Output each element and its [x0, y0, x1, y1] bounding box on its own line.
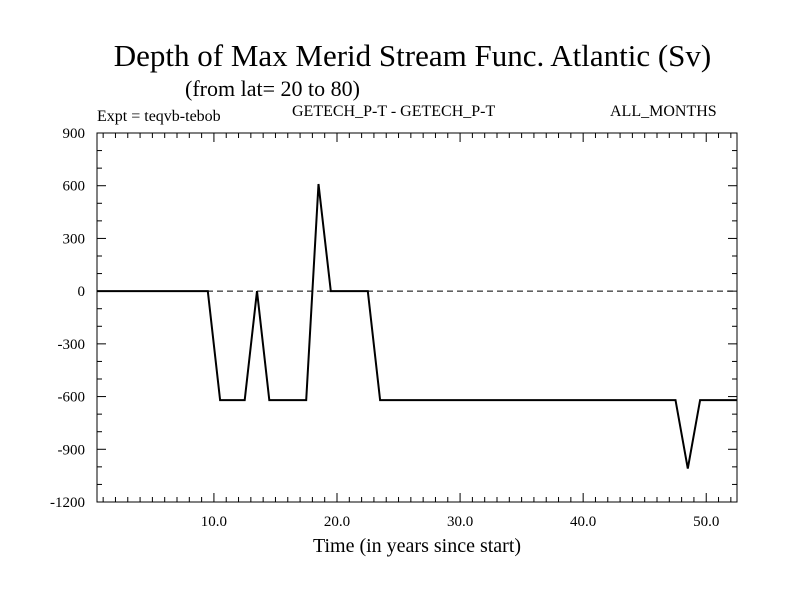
x-axis-label: Time (in years since start) — [313, 535, 521, 557]
series-points — [96, 183, 738, 470]
axis-ticks — [97, 132, 737, 503]
y-tick-label: -1200 — [50, 495, 85, 511]
y-tick-label: -600 — [58, 390, 86, 406]
y-tick-label: 300 — [63, 231, 86, 247]
x-tick-label: 30.0 — [447, 514, 473, 530]
x-tick-label: 20.0 — [324, 514, 350, 530]
series-line — [97, 183, 737, 469]
y-tick-label: -900 — [58, 442, 86, 458]
x-tick-label: 40.0 — [570, 514, 596, 530]
y-tick-label: -300 — [58, 337, 86, 353]
experiment-label: Expt = teqvb-tebob — [97, 108, 221, 125]
plot-frame — [96, 132, 738, 503]
y-tick-label: 0 — [78, 284, 86, 300]
x-tick-label: 50.0 — [693, 514, 719, 530]
y-tick-label: 600 — [63, 179, 86, 195]
chart-title: Depth of Max Merid Stream Func. Atlantic… — [113, 38, 712, 73]
chart-subtitle: (from lat= 20 to 80) — [185, 76, 360, 101]
axis-tick-labels: 10.0 20.0 30.0 40.0 50.0 900 600 300 0 -300 -600 -9… — [50, 126, 719, 530]
x-tick-label: 10.0 — [201, 514, 227, 530]
months-label: ALL_MONTHS — [610, 103, 717, 120]
y-tick-label: 900 — [63, 126, 86, 142]
comparison-label: GETECH_P-T - GETECH_P-T — [292, 103, 496, 120]
